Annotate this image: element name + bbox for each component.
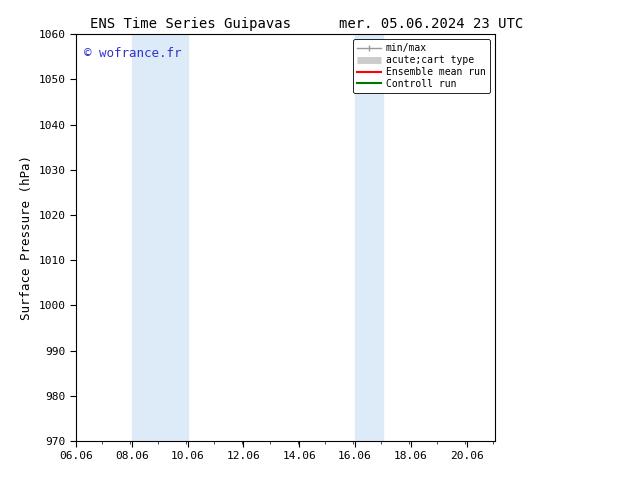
Text: mer. 05.06.2024 23 UTC: mer. 05.06.2024 23 UTC: [339, 17, 523, 31]
Y-axis label: Surface Pressure (hPa): Surface Pressure (hPa): [20, 155, 33, 320]
Text: ENS Time Series Guipavas: ENS Time Series Guipavas: [89, 17, 291, 31]
Bar: [355, 34, 383, 441]
Bar: [132, 34, 188, 441]
Legend: min/max, acute;cart type, Ensemble mean run, Controll run: min/max, acute;cart type, Ensemble mean …: [353, 39, 489, 93]
Text: © wofrance.fr: © wofrance.fr: [84, 47, 182, 59]
